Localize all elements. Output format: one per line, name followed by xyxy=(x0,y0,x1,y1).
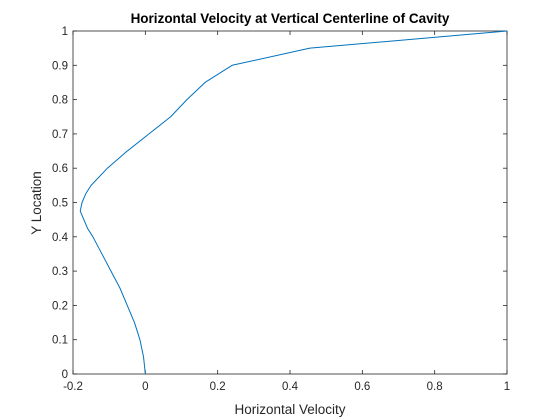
y-tick-label: 0.8 xyxy=(52,95,68,107)
y-tick-label: 0.6 xyxy=(52,163,68,175)
series-line-1 xyxy=(79,30,508,375)
x-tick-label: 0.2 xyxy=(210,381,226,393)
x-tick-label: 0.6 xyxy=(354,381,370,393)
y-tick-label: 0.1 xyxy=(52,335,68,347)
x-tick-label: -0.2 xyxy=(63,381,83,393)
y-tick-label: 1 xyxy=(62,26,68,38)
y-axis-label: Y Location xyxy=(29,171,44,235)
x-tick-label: 0.4 xyxy=(282,381,299,393)
chart-title: Horizontal Velocity at Vertical Centerli… xyxy=(131,11,450,26)
x-tick-label: 1 xyxy=(504,381,510,393)
y-tick-label: 0.5 xyxy=(52,198,68,210)
y-tick-label: 0.4 xyxy=(52,232,69,244)
plot-box xyxy=(72,30,508,375)
x-tick-label: 0.8 xyxy=(427,381,443,393)
plot-area: -0.2 0 0.2 0.4 0.6 0.8 100.10.20.30.40.50.60.7… xyxy=(52,26,510,393)
x-axis-label: Horizontal Velocity xyxy=(234,402,345,417)
y-tick-label: 0.3 xyxy=(52,266,68,278)
y-tick-label: 0.2 xyxy=(52,300,68,312)
x-tick-label: 0 xyxy=(142,381,148,393)
y-tick-label: 0.7 xyxy=(52,129,68,141)
y-tick-label: 0 xyxy=(62,369,68,381)
y-tick-label: 0.9 xyxy=(52,60,68,72)
